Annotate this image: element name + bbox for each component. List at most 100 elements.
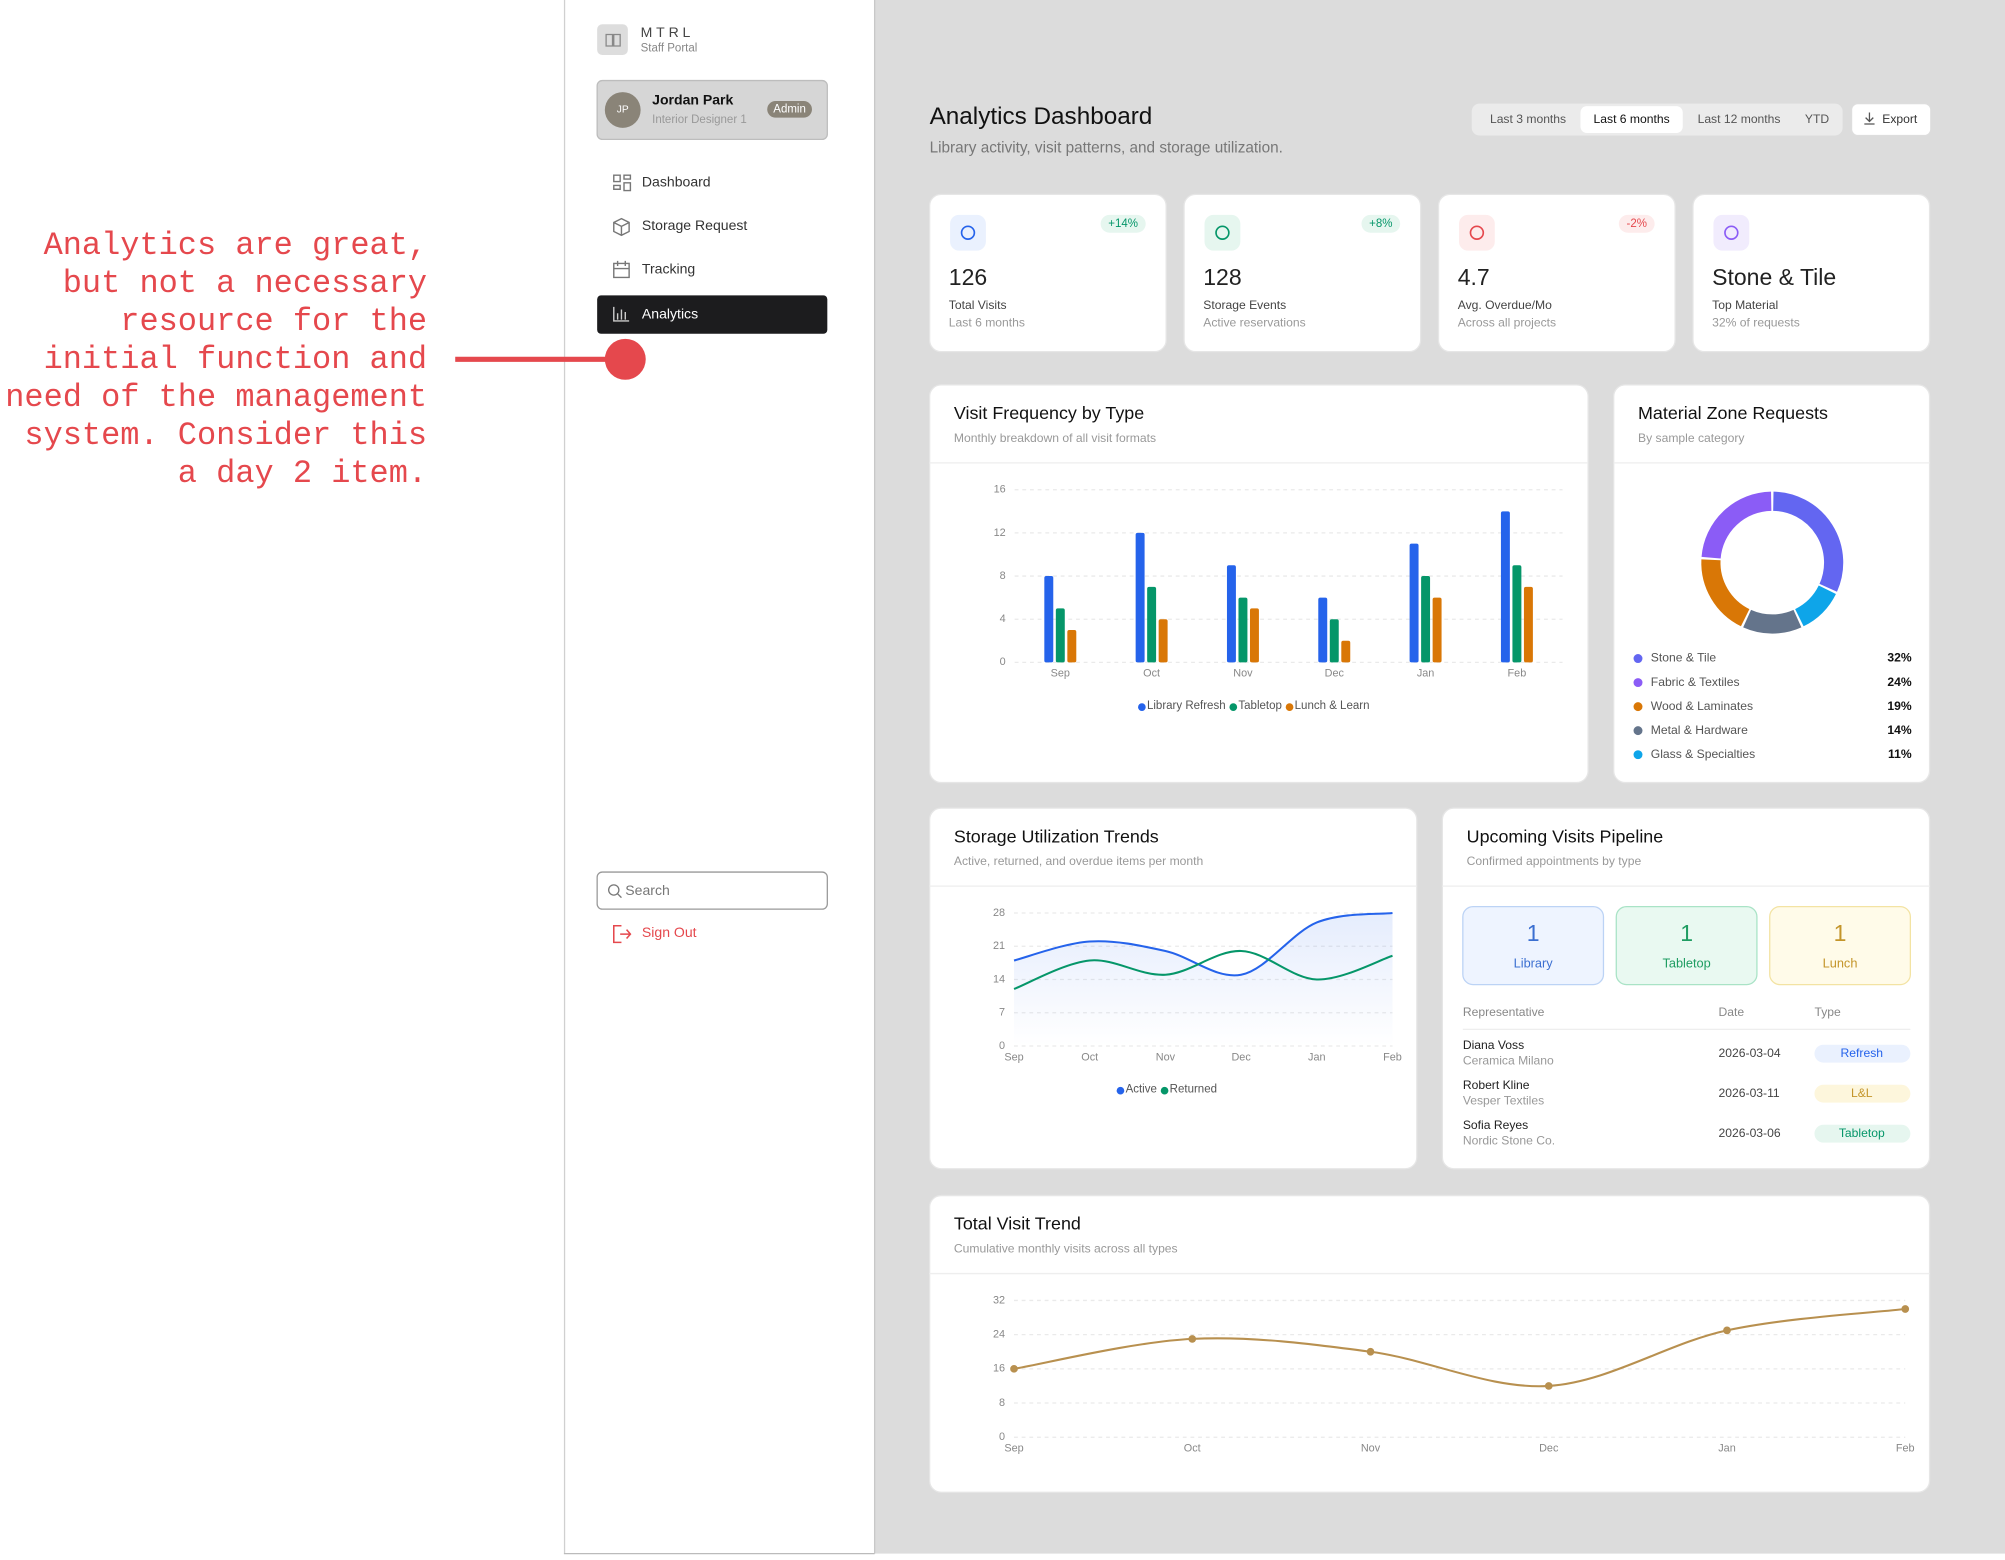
kpi-card (1183, 193, 1422, 353)
x-tick-label: Oct (1143, 668, 1160, 680)
x-tick-label: Dec (1231, 1051, 1251, 1063)
kpi-change-pill (1100, 214, 1146, 233)
card-title: Upcoming Visits Pipeline (1467, 826, 1664, 846)
user-card[interactable] (596, 79, 828, 141)
bar (1147, 586, 1157, 663)
kpi-change: +8% (1369, 218, 1392, 230)
bar (1067, 629, 1077, 663)
y-tick-label: 0 (1000, 656, 1006, 668)
nav-icon (613, 174, 632, 192)
kpi-value: 126 (949, 264, 987, 290)
visit-date: 2026-03-04 (1719, 1046, 1781, 1060)
x-tick-label: Jan (1417, 668, 1435, 680)
range-option[interactable]: Last 12 months (1698, 112, 1781, 126)
line (1013, 949, 1393, 990)
bar (1341, 640, 1351, 663)
kpi-label: Storage Events (1203, 298, 1286, 312)
count-label: Library (1514, 956, 1554, 971)
user-initials: JP (617, 105, 629, 116)
legend-label: Lunch & Learn (1295, 700, 1370, 712)
kpi-value: 4.7 (1458, 264, 1490, 290)
card (1613, 384, 1931, 784)
rep-name: Diana Voss (1463, 1038, 1524, 1052)
range-option[interactable]: YTD (1805, 112, 1829, 126)
kpi-icon-glyph (960, 225, 976, 240)
count-label: Lunch (1823, 956, 1858, 971)
rep-name: Robert Kline (1463, 1078, 1530, 1092)
y-tick-label: 4 (1000, 613, 1006, 625)
legend-swatch (1229, 703, 1238, 711)
count-box (1615, 905, 1758, 986)
range-active (1580, 106, 1683, 133)
y-tick-label: 28 (993, 907, 1005, 919)
rep-company: Vesper Textiles (1463, 1094, 1544, 1108)
count-value: 1 (1527, 920, 1540, 946)
bar (1226, 565, 1236, 663)
x-tick-label: Sep (1004, 1443, 1023, 1455)
column-header: Type (1814, 1005, 1841, 1019)
user-avatar (604, 92, 641, 128)
y-tick-label: 8 (1000, 570, 1006, 582)
kpi-icon-glyph (1469, 225, 1485, 240)
search-icon (617, 893, 622, 899)
card (928, 1194, 1931, 1493)
brand-icon-glyph (605, 33, 621, 47)
annotation-line: resource for the (120, 303, 427, 340)
legend-swatch (1285, 703, 1294, 711)
kpi-icon-glyph (1724, 225, 1739, 240)
kpi-label: Total Visits (949, 298, 1007, 312)
kpi-card (1692, 193, 1931, 353)
legend-swatch (1633, 726, 1643, 736)
range-option[interactable]: Last 3 months (1490, 112, 1566, 126)
legend-swatch (1633, 702, 1643, 712)
rep-company: Nordic Stone Co. (1463, 1134, 1555, 1148)
legend-label: Metal & Hardware (1651, 723, 1748, 737)
nav-item[interactable]: Analytics (642, 305, 698, 321)
type-label: L&L (1851, 1086, 1873, 1100)
card-title: Total Visit Trend (954, 1214, 1081, 1234)
y-tick-label: 7 (999, 1007, 1005, 1019)
kpi-change-pill (1618, 214, 1655, 233)
legend-label: Tabletop (1238, 700, 1281, 712)
nav-icon (613, 260, 630, 279)
count-box (1462, 905, 1605, 986)
sign-out[interactable]: Sign Out (642, 924, 697, 940)
nav-item[interactable]: Dashboard (642, 174, 711, 190)
nav-item[interactable]: Storage Request (642, 217, 748, 233)
type-label: Tabletop (1839, 1126, 1885, 1140)
annotation-line: a day 2 item. (178, 455, 427, 492)
bar (1409, 543, 1419, 663)
point (1188, 1335, 1197, 1343)
y-tick-label: 16 (993, 1363, 1005, 1375)
line (1013, 911, 1393, 977)
bar (1512, 565, 1522, 663)
x-tick-label: Oct (1081, 1051, 1098, 1063)
y-tick-label: 32 (993, 1294, 1005, 1306)
kpi-value: Stone & Tile (1712, 264, 1836, 290)
page-title: Analytics Dashboard (930, 103, 1153, 130)
x-tick-label: Feb (1896, 1443, 1915, 1455)
y-tick-label: 24 (993, 1329, 1005, 1341)
line (1013, 1307, 1906, 1388)
export-button[interactable] (1850, 102, 1932, 137)
count-value: 1 (1834, 920, 1847, 946)
kpi-label: Top Material (1712, 298, 1778, 312)
bar (1249, 608, 1259, 663)
range-option[interactable]: Last 6 months (1594, 112, 1670, 126)
user-badge (767, 101, 812, 118)
y-tick-label: 0 (999, 1431, 1005, 1443)
nav-item[interactable]: Tracking (642, 261, 695, 277)
y-tick-label: 16 (994, 484, 1006, 496)
legend-label: Wood & Laminates (1651, 699, 1753, 713)
column-header: Date (1719, 1005, 1745, 1019)
point (1723, 1326, 1731, 1335)
x-tick-label: Oct (1184, 1443, 1201, 1455)
search-box[interactable] (596, 871, 828, 910)
x-tick-label: Jan (1718, 1443, 1736, 1455)
y-tick-label: 8 (999, 1397, 1005, 1409)
sign-out-icon (613, 925, 632, 944)
card-title: Material Zone Requests (1638, 403, 1828, 423)
x-tick-label: Dec (1539, 1443, 1559, 1455)
page-subtitle: Library activity, visit patterns, and st… (930, 139, 1283, 156)
